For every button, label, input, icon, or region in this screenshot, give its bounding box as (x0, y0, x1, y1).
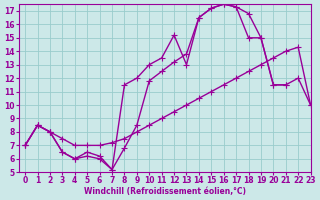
X-axis label: Windchill (Refroidissement éolien,°C): Windchill (Refroidissement éolien,°C) (84, 187, 246, 196)
